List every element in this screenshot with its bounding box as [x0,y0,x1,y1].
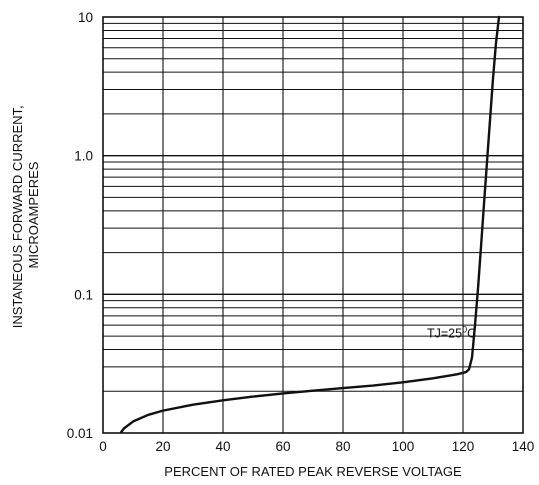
x-tick-label: 80 [335,439,350,454]
x-tick-label: 140 [512,439,535,454]
y-tick-label: 10 [78,10,93,25]
annotation-base: TJ=25 [427,327,462,341]
y-tick-label: 0.1 [74,287,93,302]
x-tick-label: 0 [99,439,107,454]
y-tick-label: 0.01 [67,426,93,441]
annotation-temperature: TJ=250C [427,325,476,341]
tick-labels: 0 20 40 60 80 100 120 140 0.01 0.1 1.0 10 [67,10,535,454]
annotation-unit: C [467,327,476,341]
y-axis-label-line-1: INSTANEOUS FORWARD CURRENT, [10,105,25,328]
x-tick-label: 60 [275,439,290,454]
x-axis-label: PERCENT OF RATED PEAK REVERSE VOLTAGE [164,464,462,479]
y-axis-label: INSTANEOUS FORWARD CURRENT, MICROAMPERES [10,102,41,329]
x-tick-label: 100 [392,439,415,454]
plot-frame [102,16,524,434]
grid [103,17,523,433]
annotation-superscript: 0 [462,325,467,335]
x-tick-label: 40 [215,439,230,454]
y-axis-label-line-2: MICROAMPERES [26,161,41,268]
y-tick-label: 1.0 [74,149,93,164]
x-tick-label: 20 [155,439,170,454]
x-tick-label: 120 [452,439,475,454]
series-line [119,15,501,434]
